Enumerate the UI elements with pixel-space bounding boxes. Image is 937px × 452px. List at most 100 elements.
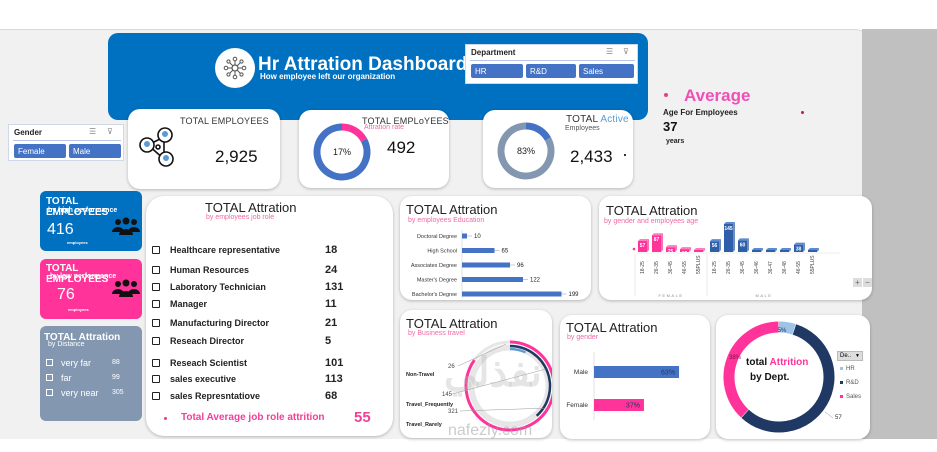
outside-area <box>862 29 937 439</box>
decor-dot <box>624 154 626 156</box>
category-label: Doctoral Degree <box>417 234 457 240</box>
bar-top <box>808 248 819 250</box>
bar-top <box>738 238 749 241</box>
active-title: TOTAL Active <box>566 114 629 125</box>
distance-item: far 99 <box>46 373 138 386</box>
job-role-label: Healthcare representative <box>170 245 281 255</box>
bar <box>694 250 703 252</box>
donut-label: 83% <box>517 146 535 156</box>
tick-label: 18-25 <box>640 261 646 274</box>
dept-chart-title-line2: by Dept. <box>750 372 790 383</box>
active-subtitle: Employees <box>565 125 600 132</box>
department-option-rnd[interactable]: R&D <box>526 64 576 78</box>
low-performance-title: TOTAL EMPLOYEES <box>46 263 109 285</box>
tick-label: 36-48 <box>782 261 788 274</box>
gender-age-chart: 57 18-25 87 26-35 25 36-45 15 46-55 55PLUS FEMALE… <box>632 222 840 298</box>
bar <box>462 248 495 253</box>
department-option-sales[interactable]: Sales <box>579 64 634 78</box>
legend-swatch <box>840 380 843 384</box>
bar-top <box>666 245 677 248</box>
leader-line <box>459 407 551 412</box>
distance-value: 305 <box>112 389 124 396</box>
bar-side <box>817 248 819 252</box>
gender-age-chart-subtitle: by gender and employees age <box>604 218 699 225</box>
legend-label: HR <box>846 366 855 372</box>
gender-option-male[interactable]: Male <box>69 144 121 158</box>
distance-value: 99 <box>112 374 120 381</box>
bullet-dot <box>632 247 636 251</box>
bar-top <box>638 238 649 241</box>
distance-card: TOTAL Attration by Distance very far 88 fa… <box>40 326 142 421</box>
tick-label: 55PLUS <box>810 255 816 274</box>
bar <box>780 250 789 252</box>
bar <box>462 291 562 297</box>
job-role-value: 24 <box>325 264 338 276</box>
category-label: Female <box>566 402 588 409</box>
multi-select-icon[interactable]: ☰ <box>89 127 97 136</box>
low-performance-unit: employees <box>68 307 89 312</box>
data-label: 63% <box>661 370 675 377</box>
gender-age-chart-title: TOTAL Attration <box>606 203 698 218</box>
bar <box>710 241 719 252</box>
job-role-value: 5 <box>325 335 332 347</box>
slicer-divider <box>470 60 635 61</box>
bullet-dot <box>801 111 804 114</box>
data-label: 5% <box>778 328 787 334</box>
distance-label: far <box>61 373 72 383</box>
donut-segment <box>723 321 779 418</box>
category-label: High School <box>427 249 457 255</box>
job-role-label: Reseach Scientist <box>170 358 248 368</box>
tick-label: 46-55 <box>682 261 688 274</box>
zoom-in-button[interactable]: + <box>853 278 862 287</box>
gender-option-female[interactable]: Female <box>14 144 66 158</box>
bar <box>638 240 647 252</box>
legend-item[interactable]: R&D <box>840 380 859 386</box>
dept-title-part1: total <box>746 357 770 368</box>
bar-side <box>719 239 721 252</box>
multi-select-icon[interactable]: ☰ <box>606 47 614 56</box>
dept-legend-filter[interactable]: De.. ▼ <box>837 351 863 361</box>
group-icon <box>112 279 140 297</box>
clear-filter-icon[interactable]: ⊽ <box>623 47 629 56</box>
tick-label: 26-35 <box>726 261 732 274</box>
total-employees-value: 2,925 <box>215 147 258 166</box>
job-role-label: sales Represntatiove <box>170 391 261 401</box>
bar <box>594 399 644 411</box>
leader-line <box>457 343 507 367</box>
bar-top <box>680 247 691 250</box>
high-performance-value: 416 <box>47 221 74 238</box>
legend-item[interactable]: Sales <box>840 394 861 400</box>
active-segment <box>497 122 555 180</box>
total-employees-title: TOTAL EMPLOYEES <box>180 116 269 126</box>
bar-top <box>652 233 663 236</box>
distance-label: very far <box>61 358 92 368</box>
bar-side <box>747 238 749 252</box>
people-network-icon <box>137 125 179 176</box>
department-option-hr[interactable]: HR <box>471 64 523 78</box>
bar <box>808 250 817 252</box>
data-label: 10 <box>474 234 481 240</box>
job-role-label: Laboratory Technician <box>170 282 266 292</box>
data-label: 65 <box>502 249 509 255</box>
data-label: 37% <box>626 403 640 410</box>
zoom-out-button[interactable]: − <box>863 278 872 287</box>
bar-side <box>675 245 677 252</box>
job-role-title: TOTAL Attration <box>205 200 297 215</box>
data-label: 38 <box>796 247 802 253</box>
group-label: MALE <box>756 293 773 298</box>
job-role-value: 131 <box>325 281 344 293</box>
bar-top <box>780 248 791 250</box>
job-role-label: Human Resources <box>170 265 250 275</box>
bar-side <box>703 248 705 252</box>
clear-filter-icon[interactable]: ⊽ <box>107 127 113 136</box>
job-role-item: Human Resources <box>152 265 249 275</box>
average-age-unit: years <box>666 138 685 145</box>
education-chart-card <box>400 196 591 300</box>
ring-segment <box>509 347 526 354</box>
high-performance-subtitle: by high performance <box>48 207 118 214</box>
dept-title-part2: Attrition <box>769 357 809 368</box>
gender-slicer: Gender ☰ ⊽ Female Male <box>8 124 124 161</box>
department-slicer-title: Department <box>471 48 516 57</box>
legend-item[interactable]: HR <box>840 366 855 372</box>
attrition-card <box>299 110 449 188</box>
